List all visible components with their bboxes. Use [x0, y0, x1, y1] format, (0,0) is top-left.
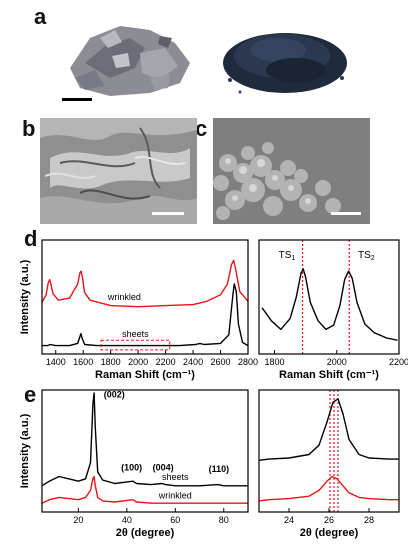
- annotation-sheets: sheets: [122, 329, 149, 339]
- series-line-sheets-0: [41, 392, 248, 487]
- x-tick-label-1: 26: [324, 515, 334, 525]
- annotation-wrinkled: wrinkled: [158, 491, 192, 501]
- x-tick-label-0: 1400: [46, 357, 66, 367]
- panel-letter-c: c: [195, 116, 208, 141]
- x-tick-label-1: 1600: [73, 357, 93, 367]
- x-axis-label: 2θ (degree): [116, 527, 175, 539]
- plot-frame: [41, 389, 249, 513]
- annotation-002: (002): [104, 390, 125, 400]
- photo-sheets-powder-icon: [62, 26, 190, 101]
- plot-frame: [258, 389, 400, 513]
- sem-image-wrinkled: [213, 118, 370, 224]
- chart-xrd-zoom: 24 26 28 2θ (degree): [258, 389, 400, 539]
- annotation-wrinkled: wrinkled: [107, 292, 141, 302]
- panel-letter-b: b: [22, 116, 36, 141]
- x-tick-label-3: 80: [219, 515, 229, 525]
- annotation-ts2: TS2: [358, 250, 375, 262]
- panel-a-photos: [62, 26, 347, 101]
- x-axis-label: Raman Shift (cm⁻¹): [279, 369, 379, 381]
- x-tick-label-1: 40: [122, 515, 132, 525]
- annotation-sheets: sheets: [162, 472, 189, 482]
- x-axis-label: Raman Shift (cm⁻¹): [95, 369, 195, 381]
- annotation-110: (110): [209, 464, 230, 474]
- panel-letter-a: a: [34, 4, 47, 29]
- chart-raman-zoom: 1800 2000 2200 Raman Shift (cm⁻¹) TS1 TS2: [258, 239, 408, 381]
- x-tick-label-7: 2800: [238, 357, 258, 367]
- zoom-region-box: [100, 339, 171, 351]
- chart-xrd-full: 20 40 60 80 2θ (degree) Intensity (a.u.) (002)…: [19, 389, 249, 539]
- series-line-sheets-1: [42, 283, 249, 347]
- plot-frame: [258, 239, 400, 355]
- chart-raman-full: 1400 1600 1800 2000 2200 2400 2600 2800 Raman Sh…: [19, 239, 258, 381]
- x-tick-label-0: 20: [73, 515, 83, 525]
- series-line-wrinkled-0: [41, 259, 249, 308]
- x-axis-label: 2θ (degree): [300, 527, 359, 539]
- x-tick-label-2: 60: [170, 515, 180, 525]
- x-tick-label-2: 1800: [101, 357, 121, 367]
- annotation-100: (100): [121, 463, 142, 473]
- x-tick-label-3: 2000: [128, 357, 148, 367]
- annotation-004: (004): [153, 463, 174, 473]
- x-tick-label-6: 2600: [211, 357, 231, 367]
- sem-image-sheets: [40, 118, 197, 224]
- series-line-wrinkled-1: [258, 475, 399, 502]
- plot-frame: [41, 239, 249, 355]
- x-tick-label-1: 2000: [327, 357, 347, 367]
- photo-dark-powder-icon: [223, 33, 347, 94]
- annotation-ts1: TS1: [279, 250, 296, 262]
- y-axis-label: Intensity (a.u.): [19, 259, 31, 334]
- panel-letter-e: e: [24, 382, 37, 407]
- x-tick-label-0: 24: [284, 515, 294, 525]
- x-tick-label-4: 2200: [156, 357, 176, 367]
- x-tick-label-2: 2200: [389, 357, 408, 367]
- series-line-trace-0: [261, 268, 398, 341]
- y-axis-label: Intensity (a.u.): [19, 413, 31, 488]
- series-line-wrinkled-1: [41, 475, 248, 504]
- series-line-sheets-0: [258, 398, 399, 461]
- x-tick-label-0: 1800: [265, 357, 285, 367]
- x-tick-label-2: 28: [364, 515, 374, 525]
- x-tick-label-5: 2400: [183, 357, 203, 367]
- panel-letter-d: d: [24, 226, 38, 251]
